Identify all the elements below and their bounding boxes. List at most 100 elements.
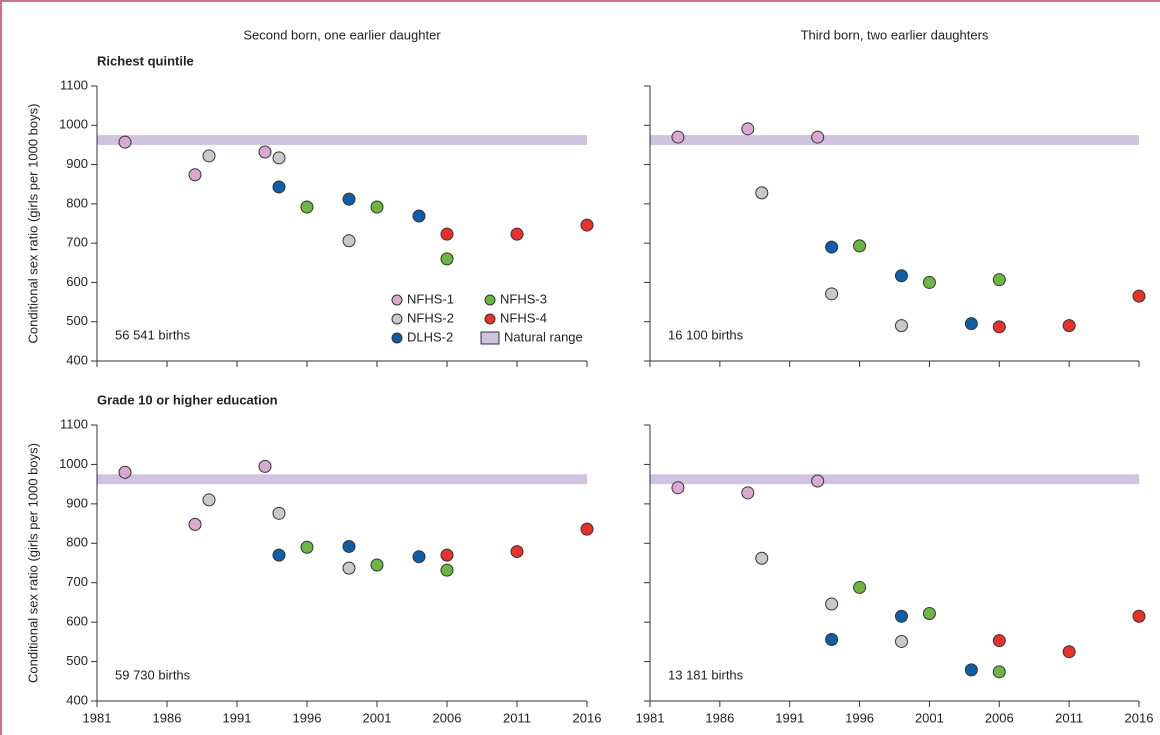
annotation: 56 541 births bbox=[115, 327, 191, 342]
point bbox=[894, 319, 908, 333]
point bbox=[440, 548, 454, 562]
point bbox=[1062, 645, 1076, 659]
point bbox=[894, 634, 908, 648]
point bbox=[580, 522, 594, 536]
point bbox=[922, 275, 936, 289]
legend-label: NFHS-1 bbox=[407, 291, 454, 306]
point bbox=[992, 273, 1006, 287]
annotation: 16 100 births bbox=[668, 327, 744, 342]
point bbox=[412, 209, 426, 223]
x-tick-label: 1981 bbox=[636, 710, 665, 725]
y-tick-label: 600 bbox=[66, 274, 88, 289]
point bbox=[202, 149, 216, 163]
point bbox=[580, 218, 594, 232]
y-tick-label: 1000 bbox=[59, 456, 88, 471]
natural-range-band bbox=[97, 474, 587, 485]
x-tick-label: 2001 bbox=[915, 710, 944, 725]
legend-label: NFHS-3 bbox=[500, 291, 547, 306]
y-tick-label: 700 bbox=[66, 235, 88, 250]
point bbox=[755, 186, 769, 200]
y-tick-label: 1100 bbox=[60, 416, 88, 431]
point bbox=[510, 227, 524, 241]
y-tick-label: 900 bbox=[66, 495, 88, 510]
legend-marker bbox=[484, 313, 496, 325]
x-tick-label: 1996 bbox=[293, 710, 322, 725]
point bbox=[992, 665, 1006, 679]
point bbox=[412, 550, 426, 564]
point bbox=[825, 597, 839, 611]
point bbox=[440, 563, 454, 577]
point bbox=[300, 200, 314, 214]
y-tick-label: 1000 bbox=[59, 117, 88, 132]
point bbox=[272, 506, 286, 520]
point bbox=[671, 481, 685, 495]
point bbox=[342, 234, 356, 248]
annotation: 59 730 births bbox=[115, 667, 191, 682]
x-tick-label: 1996 bbox=[845, 710, 874, 725]
x-tick-label: 1986 bbox=[705, 710, 734, 725]
point bbox=[853, 580, 867, 594]
point bbox=[370, 200, 384, 214]
legend-label: NFHS-4 bbox=[500, 310, 547, 325]
y-axis-label: Conditional sex ratio (girls per 1000 bo… bbox=[25, 104, 40, 344]
point bbox=[671, 130, 685, 144]
point bbox=[202, 493, 216, 507]
x-tick-label: 2006 bbox=[433, 710, 462, 725]
x-tick-label: 1991 bbox=[223, 710, 252, 725]
y-tick-label: 700 bbox=[66, 574, 88, 589]
legend-marker bbox=[391, 313, 403, 325]
y-tick-label: 400 bbox=[66, 692, 88, 707]
point bbox=[741, 122, 755, 136]
point bbox=[272, 180, 286, 194]
y-tick-label: 900 bbox=[66, 156, 88, 171]
row-title: Richest quintile bbox=[97, 53, 194, 68]
point bbox=[1132, 289, 1146, 303]
x-tick-label: 2011 bbox=[1055, 710, 1083, 725]
x-tick-label: 1986 bbox=[153, 710, 182, 725]
point bbox=[964, 317, 978, 331]
x-tick-label: 2006 bbox=[985, 710, 1014, 725]
point bbox=[118, 465, 132, 479]
point bbox=[741, 486, 755, 500]
natural-range-band bbox=[97, 135, 587, 145]
x-tick-label: 2001 bbox=[363, 710, 392, 725]
point bbox=[825, 287, 839, 301]
point bbox=[1062, 319, 1076, 333]
y-tick-label: 500 bbox=[66, 313, 88, 328]
point bbox=[300, 540, 314, 554]
point bbox=[440, 252, 454, 266]
point bbox=[811, 130, 825, 144]
x-tick-label: 1981 bbox=[83, 710, 112, 725]
y-tick-label: 400 bbox=[66, 352, 88, 367]
natural-range-band bbox=[650, 135, 1139, 145]
annotation: 13 181 births bbox=[668, 667, 744, 682]
point bbox=[370, 558, 384, 572]
point bbox=[258, 145, 272, 159]
natural-range-band bbox=[650, 474, 1139, 485]
legend-label: Natural range bbox=[504, 329, 583, 344]
legend-label: NFHS-2 bbox=[407, 310, 454, 325]
legend-marker bbox=[484, 294, 496, 306]
point bbox=[992, 320, 1006, 334]
y-tick-label: 1100 bbox=[60, 77, 88, 92]
legend-label: DLHS-2 bbox=[407, 329, 453, 344]
column-title: Second born, one earlier daughter bbox=[243, 27, 441, 42]
point bbox=[894, 269, 908, 283]
point bbox=[272, 548, 286, 562]
column-title: Third born, two earlier daughters bbox=[801, 27, 989, 42]
point bbox=[440, 227, 454, 241]
x-tick-label: 1991 bbox=[775, 710, 804, 725]
point bbox=[272, 151, 286, 165]
point bbox=[825, 632, 839, 646]
point bbox=[510, 545, 524, 559]
point bbox=[342, 539, 356, 553]
legend-marker bbox=[480, 331, 500, 345]
point bbox=[258, 459, 272, 473]
point bbox=[188, 517, 202, 531]
y-axis-label: Conditional sex ratio (girls per 1000 bo… bbox=[25, 443, 40, 683]
point bbox=[964, 663, 978, 677]
point bbox=[811, 474, 825, 488]
x-tick-label: 2016 bbox=[1125, 710, 1154, 725]
x-tick-label: 2016 bbox=[573, 710, 602, 725]
